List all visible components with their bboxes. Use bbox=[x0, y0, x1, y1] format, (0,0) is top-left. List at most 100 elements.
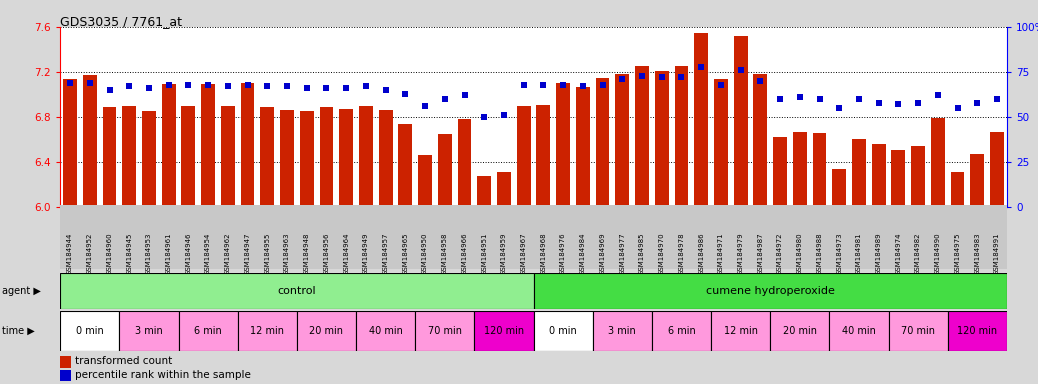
Bar bbox=[379, 110, 392, 207]
Bar bbox=[297, 311, 356, 351]
Bar bbox=[359, 106, 373, 207]
Bar bbox=[616, 74, 629, 207]
Text: 20 min: 20 min bbox=[783, 326, 817, 336]
Text: 20 min: 20 min bbox=[309, 326, 344, 336]
Text: 0 min: 0 min bbox=[76, 326, 104, 336]
Bar bbox=[852, 139, 866, 207]
Point bbox=[102, 87, 117, 93]
Point bbox=[120, 83, 137, 89]
Bar bbox=[60, 369, 71, 381]
Text: 3 min: 3 min bbox=[135, 326, 163, 336]
Point bbox=[851, 96, 868, 102]
Point bbox=[536, 81, 552, 88]
Point bbox=[260, 83, 276, 89]
Bar bbox=[320, 107, 333, 207]
Bar bbox=[438, 134, 452, 207]
Point bbox=[378, 87, 394, 93]
Point bbox=[988, 96, 1005, 102]
Bar bbox=[261, 107, 274, 207]
Point bbox=[812, 96, 828, 102]
Point bbox=[733, 67, 749, 73]
Point bbox=[160, 81, 176, 88]
Point bbox=[357, 83, 375, 89]
Bar bbox=[122, 106, 136, 207]
Text: 0 min: 0 min bbox=[549, 326, 577, 336]
Point bbox=[140, 85, 158, 91]
Bar bbox=[241, 83, 254, 207]
Bar bbox=[201, 84, 215, 207]
Bar bbox=[300, 111, 313, 207]
Bar bbox=[593, 311, 652, 351]
Bar bbox=[652, 311, 711, 351]
Point bbox=[713, 81, 730, 88]
Bar bbox=[754, 74, 767, 207]
Bar bbox=[931, 118, 945, 207]
Point bbox=[338, 85, 355, 91]
Bar bbox=[694, 33, 708, 207]
Bar bbox=[537, 105, 550, 207]
Bar bbox=[60, 273, 534, 309]
Bar bbox=[60, 356, 71, 367]
Text: 3 min: 3 min bbox=[608, 326, 636, 336]
Bar bbox=[734, 36, 747, 207]
Text: 120 min: 120 min bbox=[484, 326, 524, 336]
Text: percentile rank within the sample: percentile rank within the sample bbox=[75, 370, 250, 380]
Point bbox=[278, 83, 296, 89]
Point bbox=[594, 81, 610, 88]
Bar bbox=[119, 311, 179, 351]
Bar bbox=[711, 311, 770, 351]
Bar bbox=[829, 311, 889, 351]
Bar bbox=[162, 84, 175, 207]
Point bbox=[950, 105, 966, 111]
Bar bbox=[971, 154, 984, 207]
Point bbox=[674, 74, 690, 81]
Text: 120 min: 120 min bbox=[957, 326, 998, 336]
Bar bbox=[415, 311, 474, 351]
Point bbox=[772, 96, 789, 102]
Bar bbox=[221, 106, 235, 207]
Bar bbox=[458, 119, 471, 207]
Bar bbox=[714, 79, 728, 207]
Bar bbox=[83, 75, 97, 207]
Bar bbox=[103, 107, 116, 207]
Point bbox=[654, 74, 671, 81]
Bar bbox=[655, 71, 668, 207]
Point bbox=[969, 99, 986, 106]
Bar bbox=[517, 106, 530, 207]
Point bbox=[181, 81, 197, 88]
Point bbox=[475, 114, 493, 120]
Bar bbox=[635, 66, 649, 207]
Point bbox=[318, 85, 334, 91]
Bar bbox=[356, 311, 415, 351]
Text: 12 min: 12 min bbox=[723, 326, 758, 336]
Text: cumene hydroperoxide: cumene hydroperoxide bbox=[706, 286, 835, 296]
Bar bbox=[675, 66, 688, 207]
Bar bbox=[534, 311, 593, 351]
Text: 70 min: 70 min bbox=[428, 326, 462, 336]
Text: 40 min: 40 min bbox=[842, 326, 876, 336]
Point bbox=[82, 80, 98, 86]
Bar bbox=[576, 87, 590, 207]
Point bbox=[496, 112, 513, 118]
Bar bbox=[773, 137, 787, 207]
Text: 6 min: 6 min bbox=[667, 326, 695, 336]
Bar bbox=[770, 311, 829, 351]
Bar bbox=[832, 169, 846, 207]
Point bbox=[199, 81, 216, 88]
Text: control: control bbox=[277, 286, 317, 296]
Bar bbox=[474, 311, 534, 351]
Point bbox=[220, 83, 237, 89]
Point bbox=[397, 91, 413, 97]
Text: transformed count: transformed count bbox=[75, 356, 172, 366]
Bar bbox=[911, 146, 925, 207]
Bar bbox=[793, 132, 807, 207]
Bar bbox=[182, 106, 195, 207]
Bar bbox=[339, 109, 353, 207]
Point bbox=[871, 99, 887, 106]
Text: GDS3035 / 7761_at: GDS3035 / 7761_at bbox=[60, 15, 183, 28]
Bar bbox=[872, 144, 885, 207]
Point bbox=[554, 81, 571, 88]
Point bbox=[830, 105, 847, 111]
Bar bbox=[477, 176, 491, 207]
Point bbox=[752, 78, 768, 84]
